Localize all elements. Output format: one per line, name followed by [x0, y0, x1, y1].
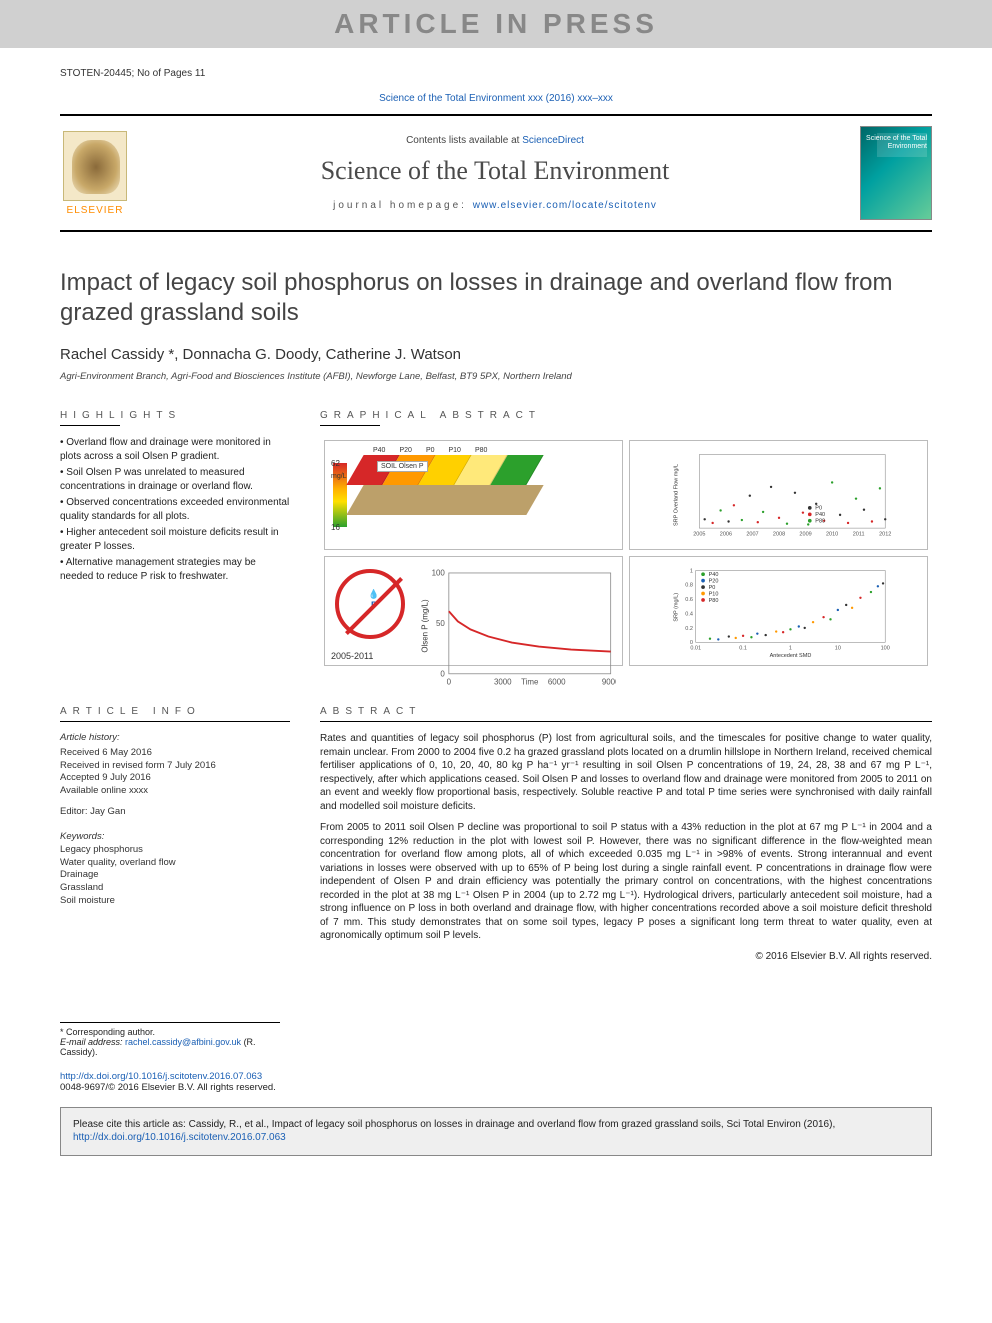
abstract-heading: ABSTRACT — [320, 706, 932, 717]
corresponding-author-note: * Corresponding author. E-mail address: … — [60, 1022, 280, 1057]
publisher-name: ELSEVIER — [67, 205, 124, 216]
svg-text:2005: 2005 — [693, 531, 705, 537]
highlight-item: Soil Olsen P was unrelated to measured c… — [60, 466, 290, 493]
svg-text:Olsen P (mg/L): Olsen P (mg/L) — [421, 599, 430, 653]
author-list: Rachel Cassidy *, Donnacha G. Doody, Cat… — [60, 346, 932, 363]
svg-text:2008: 2008 — [773, 531, 785, 537]
svg-text:10: 10 — [835, 646, 841, 652]
ga-soil-panel: 62 mg/L 16 SOIL Olsen P P40P20P0P10P80 — [324, 440, 623, 550]
article-info: Article history: Received 6 May 2016Rece… — [60, 732, 290, 908]
svg-text:9000: 9000 — [602, 677, 616, 686]
svg-text:0: 0 — [447, 677, 452, 686]
highlights-heading: HIGHLIGHTS — [60, 410, 290, 421]
ga-no-p-panel: 💧P 2005-2011 0501000300060009000Olsen P … — [324, 556, 623, 666]
svg-text:SRP Overland Flow mg/L: SRP Overland Flow mg/L — [673, 464, 679, 526]
svg-text:0.2: 0.2 — [685, 626, 693, 632]
contents-line: Contents lists available at ScienceDirec… — [144, 135, 846, 146]
abstract-text: Rates and quantities of legacy soil phos… — [320, 732, 932, 943]
article-in-press-banner: ARTICLE IN PRESS — [0, 0, 992, 48]
svg-text:P80: P80 — [815, 519, 825, 525]
doi-block: http://dx.doi.org/10.1016/j.scitotenv.20… — [60, 1071, 932, 1093]
svg-text:P20: P20 — [709, 578, 719, 584]
author-email-link[interactable]: rachel.cassidy@afbini.gov.uk — [125, 1037, 241, 1047]
svg-text:SRP (mg/L): SRP (mg/L) — [673, 593, 679, 622]
highlight-item: Overland flow and drainage were monitore… — [60, 436, 290, 463]
svg-text:P40: P40 — [815, 512, 825, 518]
svg-text:2009: 2009 — [799, 531, 811, 537]
highlight-item: Alternative management strategies may be… — [60, 556, 290, 583]
svg-text:100: 100 — [881, 646, 890, 652]
svg-text:6000: 6000 — [548, 677, 566, 686]
svg-text:2006: 2006 — [720, 531, 732, 537]
svg-text:P80: P80 — [709, 598, 719, 604]
cite-doi-link[interactable]: http://dx.doi.org/10.1016/j.scitotenv.20… — [73, 1132, 286, 1143]
svg-text:0.4: 0.4 — [685, 611, 693, 617]
doi-link[interactable]: http://dx.doi.org/10.1016/j.scitotenv.20… — [60, 1071, 262, 1082]
svg-text:0: 0 — [690, 640, 693, 646]
publisher-logo: ELSEVIER — [60, 131, 130, 216]
highlight-item: Observed concentrations exceeded environ… — [60, 496, 290, 523]
highlights-list: Overland flow and drainage were monitore… — [60, 436, 290, 583]
citation-box: Please cite this article as: Cassidy, R.… — [60, 1107, 932, 1156]
svg-text:P40: P40 — [709, 572, 719, 578]
svg-text:2010: 2010 — [826, 531, 838, 537]
graphical-abstract: 62 mg/L 16 SOIL Olsen P P40P20P0P10P80 2… — [320, 436, 932, 670]
journal-homepage: journal homepage: www.elsevier.com/locat… — [144, 200, 846, 211]
svg-text:2011: 2011 — [853, 531, 865, 537]
homepage-link[interactable]: www.elsevier.com/locate/scitotenv — [473, 200, 657, 211]
ga-srp-overland-chart: 2005 2006 2007 2008 2009 2010 2011 2012 SRP Over… — [629, 440, 928, 550]
journal-cover-thumb: Science of the Total Environment — [860, 126, 932, 220]
article-info-heading: ARTICLE INFO — [60, 706, 290, 717]
journal-title: Science of the Total Environment — [144, 156, 846, 186]
svg-text:100: 100 — [432, 569, 446, 578]
highlight-item: Higher antecedent soil moisture deficits… — [60, 526, 290, 553]
svg-text:P0: P0 — [709, 585, 716, 591]
svg-text:P10: P10 — [709, 591, 719, 597]
article-title: Impact of legacy soil phosphorus on loss… — [60, 268, 932, 328]
svg-text:0: 0 — [440, 669, 445, 678]
svg-text:1: 1 — [690, 568, 693, 574]
sciencedirect-link[interactable]: ScienceDirect — [522, 135, 584, 146]
svg-text:50: 50 — [436, 619, 445, 628]
svg-text:2012: 2012 — [879, 531, 891, 537]
top-citation-link[interactable]: Science of the Total Environment xxx (20… — [60, 93, 932, 104]
svg-text:3000: 3000 — [494, 677, 512, 686]
no-p-icon: 💧P — [335, 569, 405, 639]
svg-text:Time: Time — [521, 677, 539, 686]
svg-text:0.6: 0.6 — [685, 597, 693, 603]
svg-text:Antecedent SMD: Antecedent SMD — [770, 653, 812, 657]
copyright-line: © 2016 Elsevier B.V. All rights reserved… — [320, 951, 932, 962]
graphical-abstract-heading: GRAPHICAL ABSTRACT — [320, 410, 932, 421]
svg-text:0.8: 0.8 — [685, 583, 693, 589]
svg-text:2007: 2007 — [746, 531, 758, 537]
svg-text:0.01: 0.01 — [690, 646, 701, 652]
svg-text:P0: P0 — [815, 506, 822, 512]
masthead: ELSEVIER Contents lists available at Sci… — [60, 114, 932, 232]
page-info: STOTEN-20445; No of Pages 11 — [60, 68, 932, 79]
elsevier-tree-icon — [63, 131, 127, 201]
svg-text:1: 1 — [789, 646, 792, 652]
svg-text:0.1: 0.1 — [739, 646, 747, 652]
affiliation: Agri-Environment Branch, Agri-Food and B… — [60, 371, 932, 382]
ga-srp-smd-chart: 0.01 0.1 1 10 100 0 0.2 0.4 0.6 0.8 1 SRP (mg/L) Ant… — [629, 556, 928, 666]
